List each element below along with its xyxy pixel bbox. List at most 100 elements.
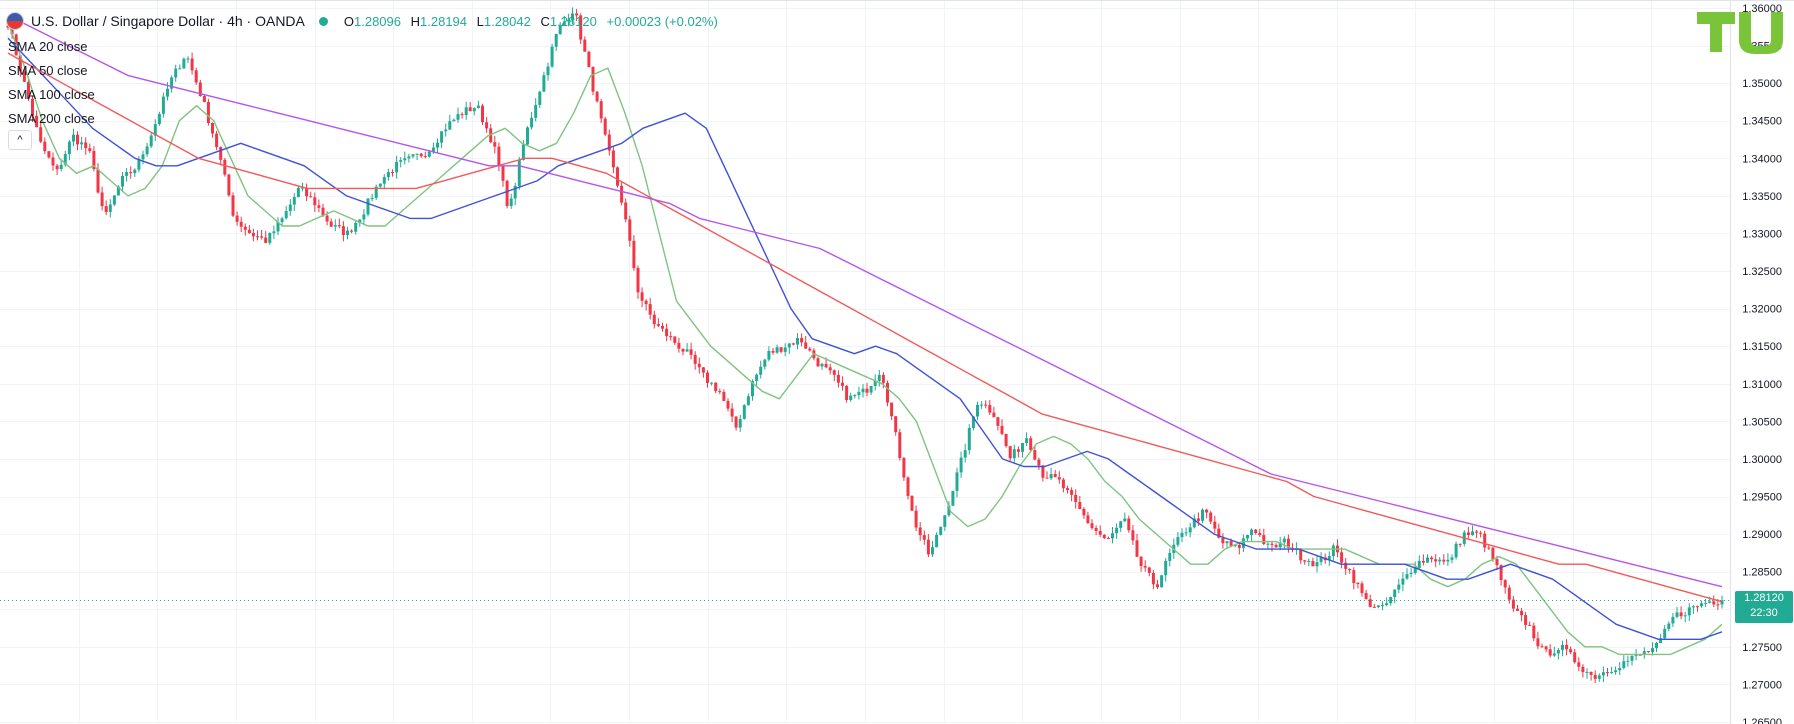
candle-body xyxy=(1102,534,1106,538)
candle-body xyxy=(444,129,448,132)
candle-body xyxy=(206,102,210,123)
candle-body xyxy=(1143,566,1147,568)
candle-body xyxy=(886,382,889,403)
market-status-icon xyxy=(318,16,328,26)
candle-body xyxy=(603,118,607,135)
candle-body xyxy=(1078,502,1082,509)
candle-body xyxy=(546,66,550,76)
legend-sma20[interactable]: SMA 20 close xyxy=(8,39,88,54)
candle-body xyxy=(661,325,664,329)
candle-body xyxy=(1389,597,1393,604)
candle-body xyxy=(738,418,742,428)
sma200-line xyxy=(7,14,1723,588)
candle-body xyxy=(194,70,198,83)
candle-body xyxy=(1340,552,1344,563)
candle-body xyxy=(1622,661,1626,668)
candle-body xyxy=(849,395,853,400)
collapse-legend-button[interactable]: ^ xyxy=(8,130,32,150)
candle-body xyxy=(1188,527,1192,533)
candle-body xyxy=(31,98,34,116)
candle-body xyxy=(63,154,67,165)
candle-body xyxy=(1651,648,1654,652)
candle-body xyxy=(943,515,947,527)
candle-body xyxy=(505,180,509,206)
candle-body xyxy=(1278,542,1282,548)
candle-body xyxy=(1049,474,1053,479)
candle-body xyxy=(906,477,910,496)
candle-body xyxy=(55,165,59,170)
candle-body xyxy=(276,222,280,232)
candle-body xyxy=(1307,561,1311,562)
candle-body xyxy=(1164,560,1168,576)
candle-body xyxy=(1507,587,1511,600)
candle-body xyxy=(1303,560,1307,562)
candle-body xyxy=(665,328,669,337)
candle-body xyxy=(571,13,574,20)
sma100-line xyxy=(7,52,1723,603)
candle-body xyxy=(1299,548,1303,561)
candle-body xyxy=(1074,494,1078,502)
candle-body xyxy=(681,348,685,352)
candle-body xyxy=(292,197,296,205)
candle-body xyxy=(877,374,881,381)
candle-body xyxy=(382,177,386,184)
candle-body xyxy=(415,153,419,155)
candle-body xyxy=(804,342,808,349)
candle-body xyxy=(1479,532,1483,534)
candle-body xyxy=(264,237,268,243)
price-tick-label: 1.33500 xyxy=(1742,191,1782,203)
candle-body xyxy=(1274,544,1278,548)
candle-body xyxy=(583,39,587,52)
candle-body xyxy=(43,141,47,152)
candle-body xyxy=(673,336,677,343)
candle-body xyxy=(1700,603,1703,607)
candle-body xyxy=(996,417,1000,426)
candle-body xyxy=(125,172,129,176)
candle-body xyxy=(1111,533,1114,539)
candle-body xyxy=(22,71,26,82)
legend-sma200[interactable]: SMA 200 close xyxy=(8,111,95,126)
legend-sma50[interactable]: SMA 50 close xyxy=(8,63,88,78)
candle-body xyxy=(1266,543,1270,545)
candle-body xyxy=(1720,600,1724,605)
candle-body xyxy=(133,169,137,174)
candle-body xyxy=(1086,515,1090,524)
candle-body xyxy=(530,117,534,128)
candle-body xyxy=(497,146,501,167)
candle-body xyxy=(1581,666,1585,673)
candle-body xyxy=(984,404,988,406)
candle-body xyxy=(1589,671,1593,675)
candle-body xyxy=(272,231,276,234)
candle-body xyxy=(1286,538,1290,548)
candle-body xyxy=(894,416,898,433)
candle-body xyxy=(1094,528,1098,531)
candle-body xyxy=(730,408,734,417)
candle-body xyxy=(464,107,468,115)
legend-sma100[interactable]: SMA 100 close xyxy=(8,87,95,102)
candle-body xyxy=(1033,450,1037,460)
candle-body xyxy=(1708,601,1712,603)
ohlc-readout: O1.28096 H1.28194 L1.28042 C1.28120 +0.0… xyxy=(338,14,718,29)
candle-body xyxy=(931,547,934,555)
candle-body xyxy=(223,159,227,175)
candle-body xyxy=(386,172,390,178)
symbol-title[interactable]: U.S. Dollar / Singapore Dollar · 4h · OA… xyxy=(31,13,305,29)
candle-body xyxy=(947,505,951,516)
candle-body xyxy=(1004,433,1008,447)
candle-body xyxy=(411,154,415,157)
candle-body xyxy=(628,219,632,241)
candle-body xyxy=(1475,531,1479,533)
candle-body xyxy=(370,198,374,199)
candle-body xyxy=(591,66,595,92)
candle-body xyxy=(67,141,71,155)
candle-body xyxy=(677,342,681,349)
candle-body xyxy=(104,206,108,212)
candle-body xyxy=(1327,556,1331,561)
candle-body xyxy=(1090,523,1094,529)
candle-body xyxy=(566,19,570,22)
candle-body xyxy=(1524,615,1528,625)
last-price-label: 1.28120 22:30 xyxy=(1735,591,1793,623)
candle-body xyxy=(153,124,157,136)
candle-body xyxy=(1201,509,1204,521)
